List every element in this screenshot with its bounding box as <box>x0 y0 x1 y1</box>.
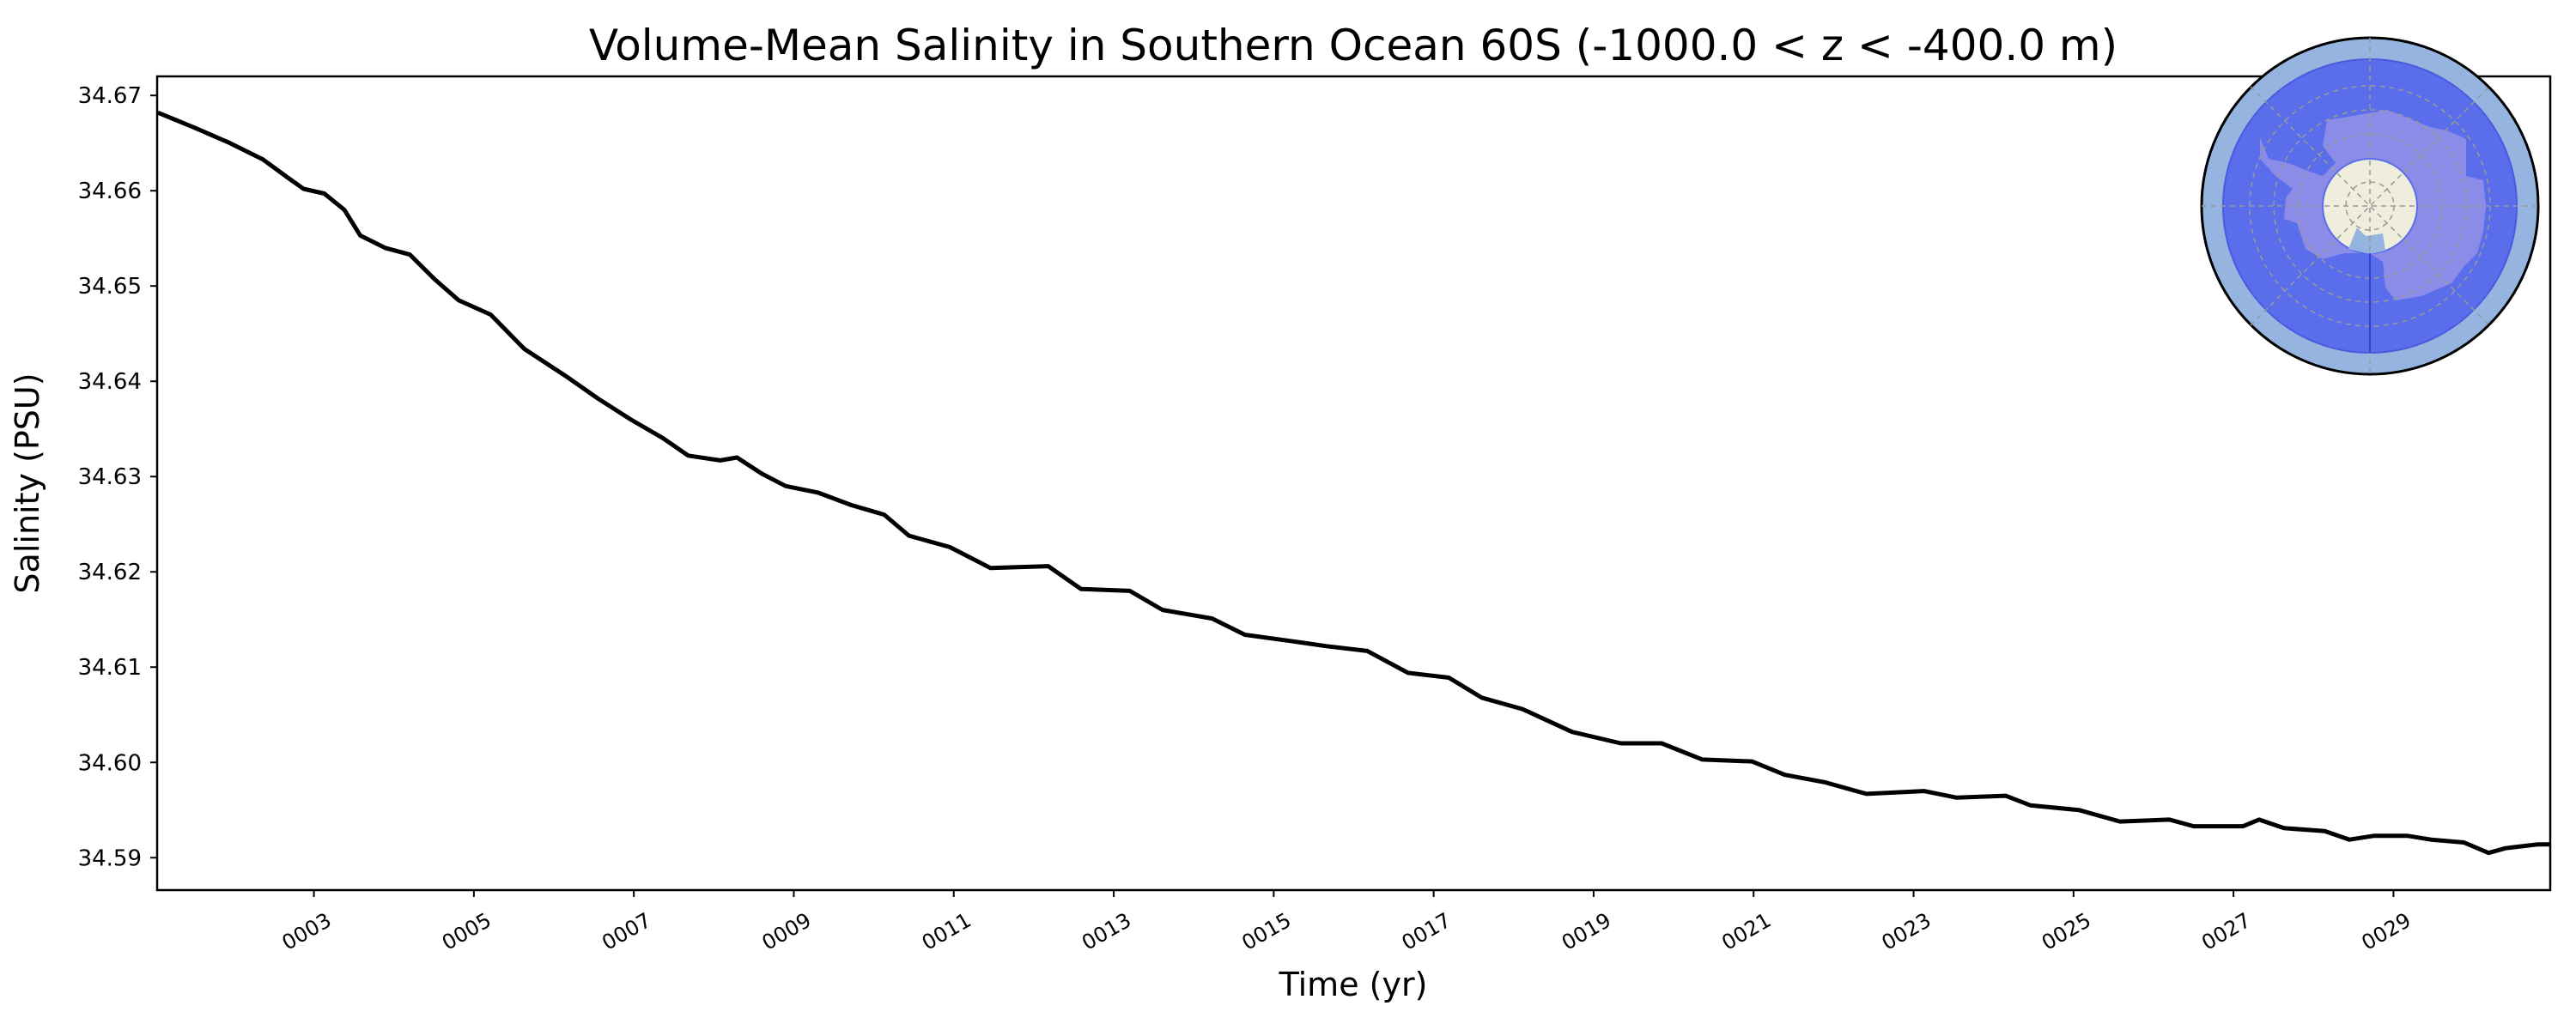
x-tick-label: 0013 <box>1078 908 1135 955</box>
series-layer <box>156 110 2550 856</box>
x-tick-label: 0003 <box>278 908 336 955</box>
y-tick-label: 34.64 <box>78 369 142 395</box>
y-tick-label: 34.61 <box>78 655 142 681</box>
x-tick-label: 0023 <box>1878 908 1935 955</box>
chart-title: Volume-Mean Salinity in Southern Ocean 6… <box>589 21 2117 70</box>
y-tick-label: 34.62 <box>78 560 142 585</box>
y-tick-label: 34.59 <box>78 845 142 871</box>
y-axis: 34.59 34.60 34.61 34.62 34.63 34.64 34.65 34.66… <box>78 83 157 871</box>
x-tick-label: 0015 <box>1237 908 1295 955</box>
south-polar-map-icon <box>2200 36 2540 376</box>
x-tick-label: 0019 <box>1558 908 1615 955</box>
y-tick-label: 34.67 <box>78 83 142 109</box>
x-tick-label: 0011 <box>918 908 975 955</box>
axes-frame <box>155 75 2552 892</box>
series-line-salinity <box>156 110 2550 856</box>
x-axis-label: Time (yr) <box>1279 966 1428 1003</box>
x-tick-label: 0005 <box>438 908 495 955</box>
y-tick-label: 34.60 <box>78 750 142 776</box>
x-tick-label: 0029 <box>2358 908 2415 955</box>
y-tick-label: 34.66 <box>78 179 142 204</box>
x-tick-label: 0021 <box>1717 908 1775 955</box>
x-tick-label: 0027 <box>2197 908 2255 955</box>
x-tick-label: 0007 <box>598 908 655 955</box>
y-axis-label: Salinity (PSU) <box>9 373 46 593</box>
y-tick-label: 34.65 <box>78 274 142 300</box>
x-tick-label: 0009 <box>758 908 816 955</box>
y-tick-label: 34.63 <box>78 464 142 490</box>
x-axis: 0003 0005 0007 0009 0011 0013 0015 0017 0019 0021… <box>278 890 2415 955</box>
x-tick-label: 0017 <box>1398 908 1455 955</box>
x-tick-label: 0025 <box>2038 908 2095 955</box>
